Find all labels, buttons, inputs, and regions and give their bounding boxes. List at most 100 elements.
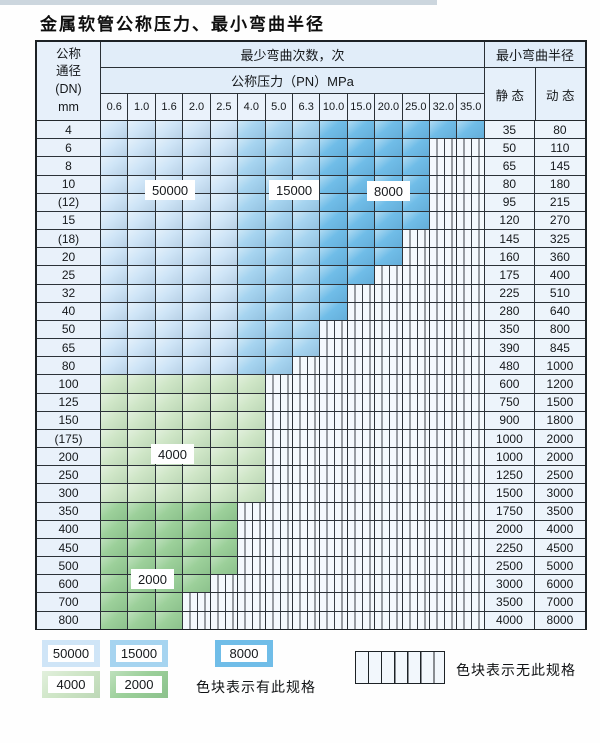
cycle-cell (238, 121, 266, 139)
table-row: 32 225 510 (37, 284, 585, 303)
static-radius-value: 225 (484, 284, 535, 302)
table-row: 800 4000 8000 (37, 611, 585, 629)
pressure-tick: 35.0 (457, 94, 484, 120)
dynamic-header: 动 态 (546, 88, 575, 103)
cycle-cell (402, 211, 431, 230)
scan-edge-strip (0, 0, 437, 5)
no-spec-cell (457, 448, 485, 466)
no-spec-cell (402, 520, 431, 538)
cycle-cell (155, 538, 184, 557)
no-spec-cell (347, 411, 376, 429)
no-spec-cell (430, 393, 458, 411)
static-radius-value: 750 (484, 393, 535, 411)
dynamic-radius-value: 1200 (534, 375, 585, 393)
no-spec-cell (292, 393, 321, 411)
dynamic-radius-value: 215 (534, 193, 585, 211)
dynamic-radius-value: 1000 (534, 357, 585, 375)
no-spec-cell (402, 557, 431, 575)
dynamic-radius-value: 3000 (534, 484, 585, 502)
cycle-cell (155, 230, 184, 248)
dynamic-radius-value: 145 (534, 157, 585, 175)
cycle-cell (128, 538, 156, 557)
cycle-cell (238, 302, 266, 320)
cycle-cell (292, 248, 321, 266)
cycle-cell (101, 302, 129, 320)
cycle-cell (101, 484, 129, 502)
no-spec-cell (347, 520, 376, 538)
cycle-cell (292, 121, 321, 139)
table-row: 8 65 145 (37, 157, 585, 176)
cycle-cell (155, 248, 184, 266)
no-spec-cell (457, 557, 485, 575)
no-spec-cell (347, 429, 376, 448)
no-spec-cell (210, 611, 239, 629)
cycle-cell (265, 339, 293, 357)
no-spec-cell (457, 284, 485, 302)
cycle-cell (128, 593, 156, 611)
cycle-cell (210, 230, 239, 248)
static-radius-value: 1000 (484, 448, 535, 466)
no-spec-cell (430, 502, 458, 520)
cycle-count-label: 2000 (131, 569, 174, 589)
no-spec-cell (402, 575, 431, 593)
cycle-cell (210, 520, 239, 538)
cycle-cell (183, 411, 211, 429)
cycle-cell (210, 393, 239, 411)
no-spec-cell (320, 320, 348, 339)
no-spec-cell (210, 593, 239, 611)
cycle-cell (155, 339, 184, 357)
no-spec-cell (347, 502, 376, 520)
static-header: 静 态 (485, 68, 536, 120)
no-spec-cell (430, 339, 458, 357)
cycle-cell (210, 266, 239, 284)
cycle-cell (210, 139, 239, 157)
cycle-cell (183, 248, 211, 266)
cycle-cell (320, 193, 348, 211)
cycle-cell (402, 121, 431, 139)
dn-header-line: mm (58, 99, 79, 114)
pressure-tick: 2.5 (210, 94, 239, 120)
no-spec-cell (430, 557, 458, 575)
dn-label: 4 (37, 121, 101, 139)
static-radius-value: 1750 (484, 502, 535, 520)
pressure-tick: 1.6 (155, 94, 184, 120)
cycle-cell (210, 320, 239, 339)
cycle-cell (128, 357, 156, 375)
cycle-cell (183, 302, 211, 320)
no-spec-cell (265, 611, 293, 629)
cycle-cell (347, 211, 376, 230)
no-spec-cell (265, 466, 293, 484)
cycle-cell (375, 230, 403, 248)
no-spec-cell (292, 557, 321, 575)
no-spec-cell (402, 411, 431, 429)
no-spec-cell (430, 448, 458, 466)
cycle-cell (101, 575, 129, 593)
no-spec-cell (430, 429, 458, 448)
dn-label: (18) (37, 230, 101, 248)
no-spec-cell (375, 520, 403, 538)
cycle-cell (265, 266, 293, 284)
cycle-cell (210, 248, 239, 266)
cycle-cell (101, 448, 129, 466)
table-row: 40 280 640 (37, 302, 585, 321)
no-spec-cell (457, 357, 485, 375)
dn-label: 500 (37, 557, 101, 575)
no-spec-cell (402, 393, 431, 411)
spec-table: 公称 通径 (DN) mm 最少弯曲次数，次 公称压力（PN）MPa 0.6 1.… (35, 40, 587, 630)
cycle-cell (238, 339, 266, 357)
no-spec-cell (457, 611, 485, 629)
no-spec-cell (457, 484, 485, 502)
no-spec-cell (320, 429, 348, 448)
no-spec-cell (292, 520, 321, 538)
cycle-cell (375, 121, 403, 139)
cycle-cell (183, 211, 211, 230)
no-spec-cell (347, 593, 376, 611)
pressure-tick: 10.0 (320, 94, 348, 120)
cycle-cell (128, 502, 156, 520)
cycle-cell (320, 211, 348, 230)
static-radius-value: 1500 (484, 484, 535, 502)
no-spec-cell (292, 375, 321, 393)
static-radius-value: 280 (484, 302, 535, 320)
cycle-cell (101, 248, 129, 266)
cycle-cell (375, 211, 403, 230)
